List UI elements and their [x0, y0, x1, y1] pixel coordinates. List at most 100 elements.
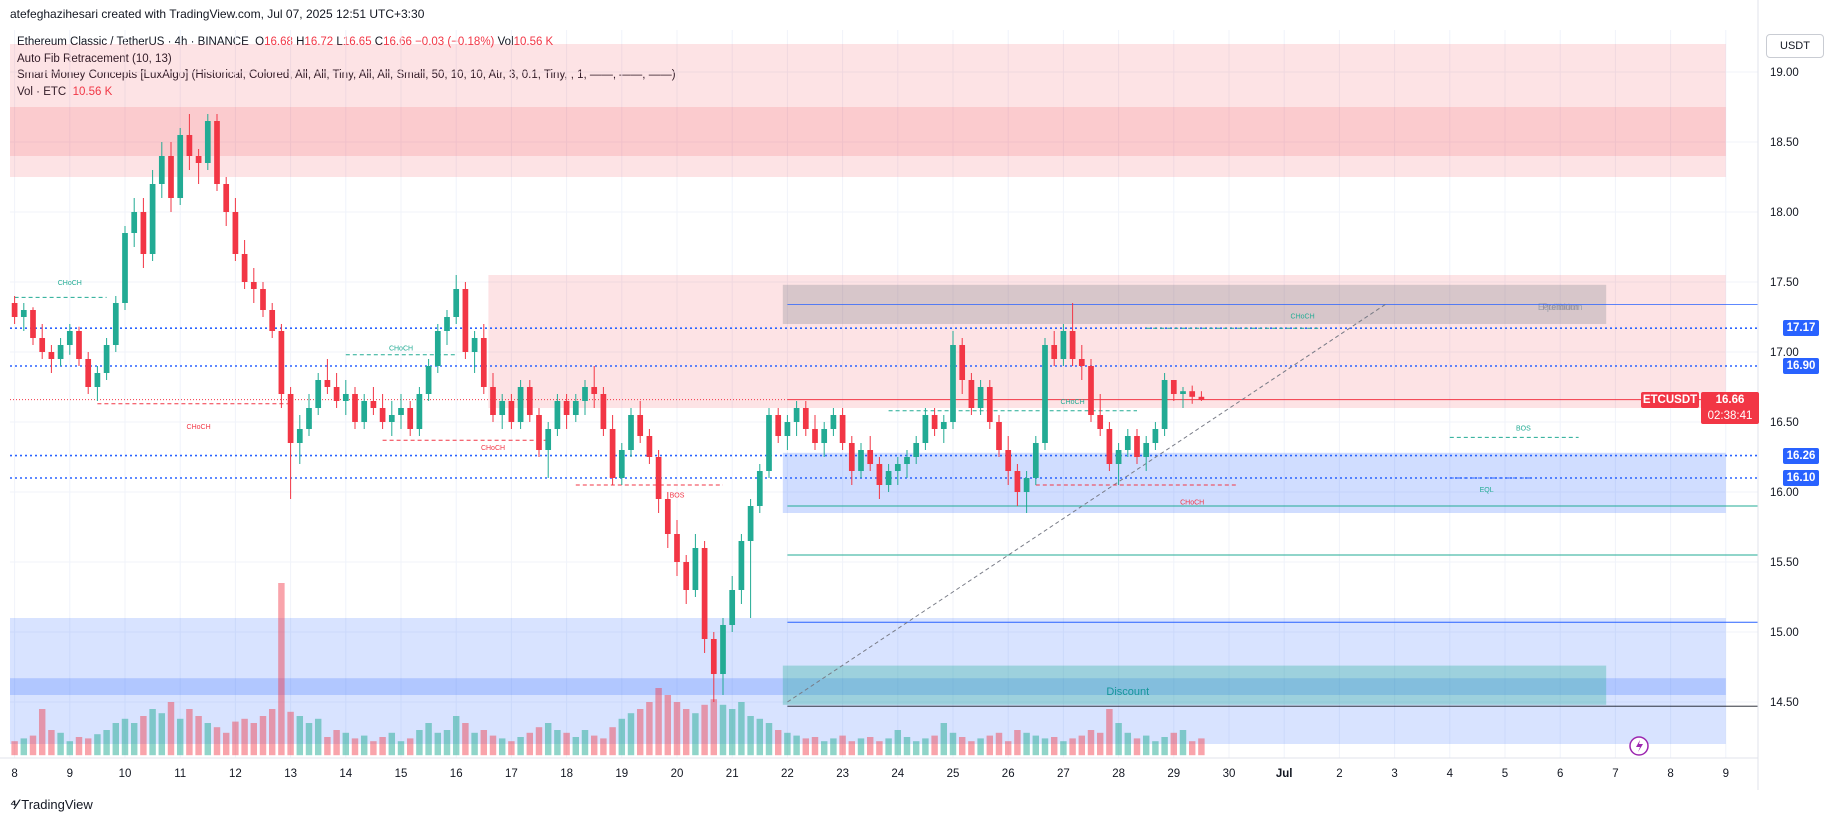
volume-bar [370, 741, 377, 756]
candle-body [904, 457, 910, 464]
candle [536, 408, 542, 457]
candle-body [1180, 391, 1186, 394]
volume-indicator-legend[interactable]: Vol · ETC 10.56 K [17, 84, 676, 101]
candle-body [1143, 443, 1150, 457]
candle-body [103, 345, 110, 373]
volume-bar [94, 734, 101, 756]
x-tick-label: 15 [395, 768, 408, 780]
candle [223, 177, 230, 226]
candle [370, 387, 377, 415]
candle [756, 464, 763, 513]
structure-label: CHoCH [1180, 500, 1204, 507]
candle [628, 408, 634, 457]
volume-bar [1004, 741, 1012, 756]
volume-bar [1023, 732, 1030, 756]
candle [508, 394, 515, 429]
volume-bar [268, 709, 276, 756]
volume-bar [940, 723, 948, 756]
volume-bar [158, 713, 166, 756]
candle-body [1189, 391, 1196, 397]
candle [867, 436, 874, 471]
candle-body [260, 289, 266, 310]
candle-body [204, 121, 211, 163]
volume-bar [1060, 741, 1067, 756]
candle [618, 443, 625, 485]
candle [1032, 436, 1039, 485]
candle-body [66, 331, 73, 345]
candle-body [490, 387, 496, 415]
fib-indicator-legend[interactable]: Auto Fib Retracement (10, 13) [17, 51, 676, 68]
volume-bar [931, 735, 938, 756]
candle-body [1161, 380, 1168, 429]
candle [444, 310, 450, 345]
volume-bar [379, 737, 386, 756]
candle-body [1032, 443, 1039, 478]
candle [793, 401, 800, 436]
candle [1005, 436, 1012, 485]
candle-body [683, 562, 690, 590]
candle-body [140, 212, 147, 254]
candle-body [158, 156, 165, 184]
candle [425, 359, 432, 401]
volume-bar [1152, 741, 1159, 756]
candle-body [379, 408, 386, 422]
candle-body [186, 135, 193, 156]
candle [876, 457, 883, 499]
y-tick-label: 15.00 [1770, 627, 1799, 639]
volume-bar [1188, 741, 1196, 756]
candle [986, 380, 993, 429]
volume-bar [1170, 732, 1178, 756]
candle-body [131, 212, 138, 233]
volume-bar [112, 723, 120, 756]
candle-body [434, 331, 441, 366]
candle [342, 380, 349, 415]
candle [664, 492, 671, 548]
candle-body [1170, 380, 1177, 394]
axes: 19.00 18.50 18.00 17.50 17.00 16.50 16.00 15.50… [0, 0, 1799, 790]
zone-discount-teal [782, 665, 1607, 705]
candle-body [977, 387, 984, 408]
y-tick-label: 15.50 [1770, 557, 1799, 569]
candle-body [729, 590, 736, 625]
candle [453, 275, 460, 324]
volume-bar [627, 713, 635, 756]
candle [250, 268, 257, 303]
candle [747, 499, 754, 618]
candle-body [710, 639, 717, 674]
candle [315, 373, 322, 415]
volume-bar [922, 738, 929, 756]
candle-body [122, 233, 128, 303]
volume-bar [912, 741, 920, 756]
volume-bar [186, 709, 193, 756]
candle-body [821, 429, 828, 443]
y-tick-label: 16.00 [1770, 487, 1799, 499]
volume-bar [296, 716, 304, 756]
volume-bar [1078, 735, 1086, 756]
candle [1088, 359, 1094, 422]
volume-bar [333, 730, 340, 756]
change-value: −0.03 (−0.18%) [415, 36, 495, 48]
volume-bar [664, 695, 672, 756]
volume-bar [204, 723, 212, 756]
footer[interactable]: ⁴⁄ TradingView [10, 796, 93, 812]
currency-button[interactable]: USDT [1766, 34, 1824, 58]
candle [306, 394, 312, 436]
volume-bar [259, 716, 267, 756]
candle-body [572, 401, 579, 415]
price-label-level-16-90: 16.90 [1783, 358, 1819, 374]
candle [241, 240, 248, 289]
candle [94, 366, 101, 401]
volume-bar [655, 688, 662, 756]
candle-body [720, 625, 726, 674]
candle-body [812, 429, 818, 443]
candle [710, 632, 717, 702]
candle-body [398, 408, 404, 415]
structure-label: BOS [670, 493, 685, 500]
volume-bar [48, 730, 55, 756]
volume-bar [1087, 730, 1095, 756]
symbol-legend[interactable]: Ethereum Classic / TetherUS · 4h · BINAN… [17, 36, 554, 48]
candle-body [315, 380, 322, 408]
candle-body [628, 415, 634, 450]
candle-body [333, 387, 340, 401]
